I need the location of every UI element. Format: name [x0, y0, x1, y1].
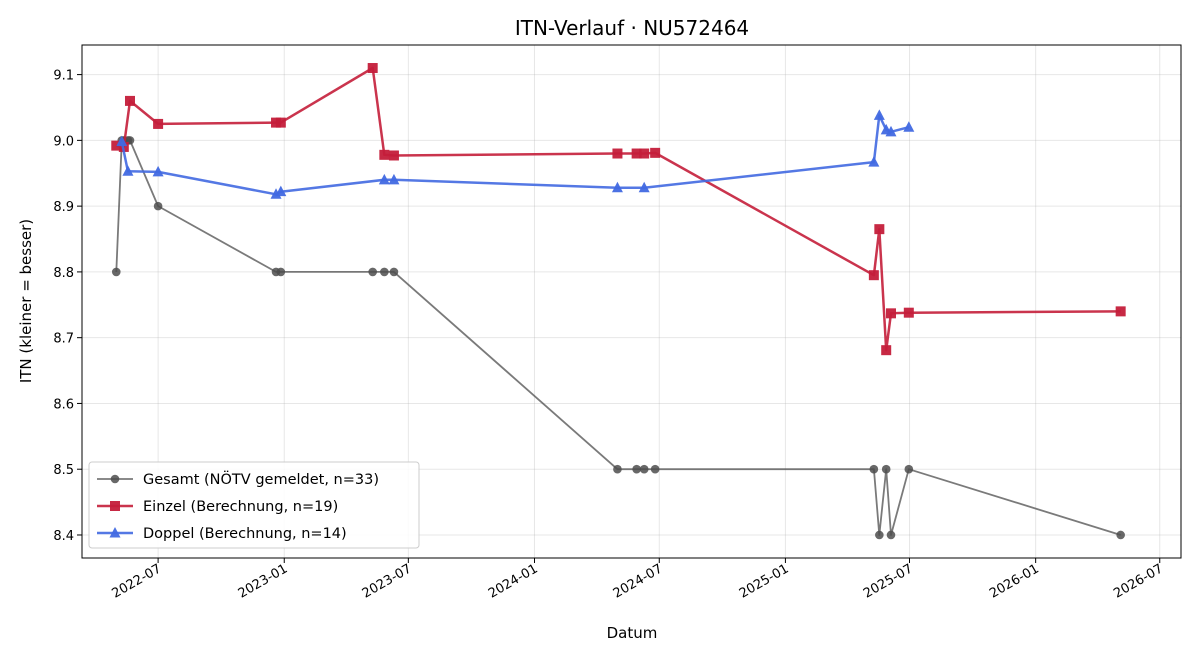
y-tick-label: 8.5 — [53, 463, 74, 478]
series-2 — [116, 109, 915, 199]
data-point — [874, 224, 885, 235]
legend-marker — [109, 527, 121, 538]
data-point — [152, 165, 164, 177]
x-tick-label: 2024-07 — [611, 561, 666, 601]
x-tick-label: 2023-07 — [360, 561, 415, 601]
data-point — [153, 118, 164, 129]
data-point — [868, 156, 880, 167]
data-point — [868, 270, 879, 281]
data-point — [638, 181, 650, 193]
data-point — [116, 135, 128, 147]
y-tick-label: 8.4 — [53, 529, 74, 544]
data-point — [875, 530, 884, 540]
data-point — [388, 150, 399, 161]
y-tick-label: 8.9 — [53, 200, 74, 215]
data-point — [885, 125, 897, 137]
data-point — [368, 267, 377, 277]
data-point — [613, 464, 622, 474]
data-point — [885, 308, 896, 319]
data-point — [124, 95, 135, 106]
data-point — [379, 149, 390, 160]
x-tick-label: 2025-01 — [737, 561, 792, 601]
x-axis-label: Datum — [607, 624, 658, 642]
legend: Gesamt (NÖTV gemeldet, n=33) Einzel (Bere… — [88, 461, 420, 549]
legend-entry: Gesamt (NÖTV gemeldet, n=33) — [97, 470, 379, 488]
data-point — [111, 267, 121, 277]
plot-frame — [81, 44, 1182, 559]
data-point — [631, 148, 642, 159]
legend-box — [88, 461, 420, 549]
y-tick-label: 9.1 — [53, 69, 74, 84]
data-point — [869, 464, 879, 474]
legend-label: Doppel (Berechnung, n=14) — [143, 526, 347, 542]
legend-marker — [110, 474, 120, 484]
x-tick-label: 2022-07 — [110, 561, 165, 601]
data-point — [886, 530, 896, 540]
data-point — [378, 173, 390, 185]
y-tick-label: 8.6 — [53, 397, 74, 412]
data-point — [389, 267, 399, 277]
data-point — [122, 165, 134, 176]
y-axis-label: ITN (kleiner = besser) — [17, 219, 35, 383]
y-tick-label: 8.7 — [53, 332, 74, 347]
legend-entry: Einzel (Berechnung, n=19) — [97, 499, 338, 515]
data-point — [270, 188, 282, 199]
data-point — [388, 173, 400, 185]
x-tick-label: 2023-01 — [236, 561, 291, 601]
x-tick-label: 2024-01 — [486, 561, 541, 601]
data-point — [903, 121, 915, 132]
data-point — [881, 464, 891, 474]
x-tick-label: 2026-01 — [987, 561, 1042, 601]
data-point — [612, 148, 623, 159]
data-point — [153, 201, 163, 211]
data-point — [275, 185, 287, 197]
data-point — [881, 345, 892, 356]
data-point — [904, 464, 914, 474]
legend-marker — [110, 501, 120, 511]
data-point — [611, 181, 623, 193]
data-point — [639, 464, 649, 474]
data-point — [650, 147, 661, 158]
data-point — [903, 307, 914, 318]
x-tick-label: 2026-07 — [1111, 561, 1166, 601]
chart-title: ITN-Verlauf · NU572464 — [515, 16, 749, 40]
legend-label: Gesamt (NÖTV gemeldet, n=33) — [143, 470, 379, 488]
x-tick-label: 2025-07 — [861, 561, 916, 601]
data-point — [873, 109, 885, 120]
data-point — [650, 464, 660, 474]
series-layer — [111, 63, 1126, 540]
y-tick-label: 8.8 — [53, 266, 74, 281]
data-point — [111, 140, 122, 151]
data-point — [367, 63, 378, 74]
y-tick-label: 9.0 — [53, 134, 74, 149]
data-point — [1115, 306, 1126, 317]
legend-label: Einzel (Berechnung, n=19) — [143, 499, 338, 515]
series-line — [116, 66, 1121, 352]
data-point — [632, 464, 641, 474]
data-point — [380, 267, 389, 277]
data-point — [639, 148, 650, 159]
data-point — [275, 117, 286, 128]
series-1 — [111, 63, 1126, 356]
legend-entry: Doppel (Berechnung, n=14) — [97, 526, 347, 542]
data-point — [276, 267, 286, 277]
data-point — [1116, 530, 1125, 540]
